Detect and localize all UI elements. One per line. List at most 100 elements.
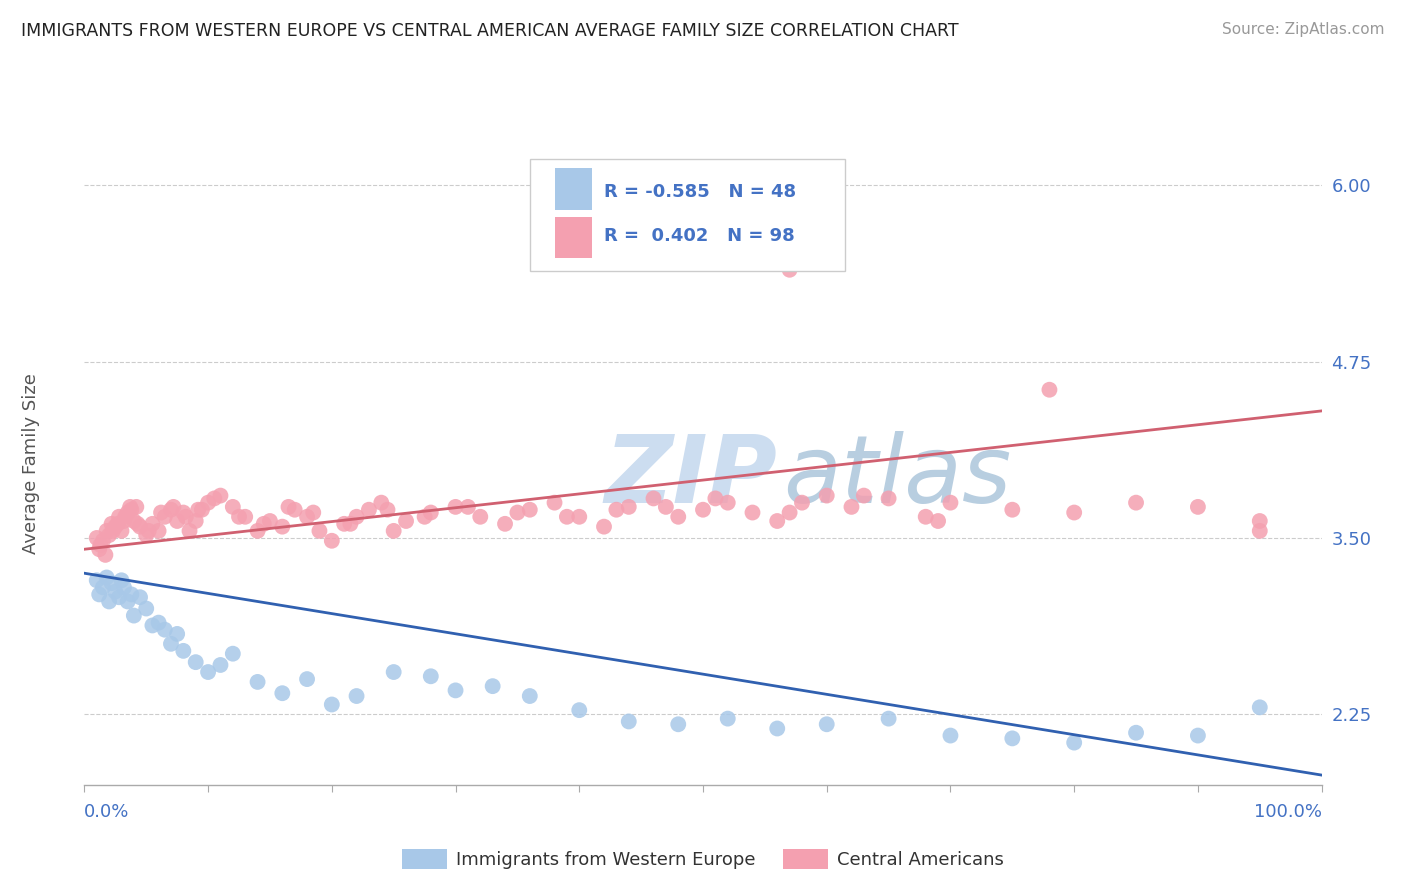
Point: [127, 516, 149, 531]
Point: [271, 686, 294, 700]
Point: [852, 489, 875, 503]
Point: [122, 514, 145, 528]
Point: [555, 509, 578, 524]
Point: [233, 509, 256, 524]
Point: [110, 524, 132, 538]
Point: [187, 502, 209, 516]
Point: [568, 509, 591, 524]
Point: [172, 506, 194, 520]
Point: [98, 594, 121, 608]
Point: [117, 594, 139, 608]
Point: [444, 683, 467, 698]
Point: [377, 502, 399, 516]
FancyBboxPatch shape: [554, 168, 592, 210]
Text: 100.0%: 100.0%: [1254, 803, 1322, 821]
Point: [939, 729, 962, 743]
Point: [1187, 729, 1209, 743]
Point: [209, 657, 232, 672]
Point: [815, 489, 838, 503]
Point: [114, 509, 136, 524]
Point: [419, 506, 441, 520]
Point: [91, 533, 114, 548]
Point: [346, 689, 368, 703]
Point: [419, 669, 441, 683]
Point: [153, 623, 176, 637]
Point: [129, 591, 152, 605]
Point: [112, 514, 135, 528]
Point: [174, 509, 197, 524]
Point: [104, 584, 127, 599]
Point: [370, 496, 392, 510]
Point: [1187, 500, 1209, 514]
Point: [815, 717, 838, 731]
Point: [1249, 700, 1271, 714]
Point: [120, 502, 142, 516]
Point: [519, 689, 541, 703]
Point: [1038, 383, 1060, 397]
Point: [98, 528, 121, 542]
Point: [166, 627, 188, 641]
Point: [617, 500, 640, 514]
Point: [107, 516, 129, 531]
Point: [89, 542, 111, 557]
Point: [172, 644, 194, 658]
Point: [741, 506, 763, 520]
Point: [841, 500, 863, 514]
Point: [89, 587, 111, 601]
Point: [877, 491, 900, 506]
Point: [122, 608, 145, 623]
Point: [302, 506, 325, 520]
Point: [197, 665, 219, 679]
Point: [666, 509, 689, 524]
Point: [96, 570, 118, 584]
Point: [939, 496, 962, 510]
Text: atlas: atlas: [783, 431, 1012, 522]
Point: [222, 500, 245, 514]
Point: [166, 514, 188, 528]
Point: [1063, 506, 1085, 520]
Legend: Immigrants from Western Europe, Central Americans: Immigrants from Western Europe, Central …: [395, 842, 1011, 877]
Point: [1001, 731, 1024, 746]
Point: [141, 516, 163, 531]
Point: [271, 519, 294, 533]
Point: [444, 500, 467, 514]
Text: IMMIGRANTS FROM WESTERN EUROPE VS CENTRAL AMERICAN AVERAGE FAMILY SIZE CORRELATI: IMMIGRANTS FROM WESTERN EUROPE VS CENTRA…: [21, 22, 959, 40]
Point: [1125, 496, 1147, 510]
Point: [138, 524, 160, 538]
Point: [779, 506, 801, 520]
Point: [321, 533, 343, 548]
Point: [333, 516, 356, 531]
Point: [246, 524, 269, 538]
Point: [94, 548, 117, 562]
Point: [593, 519, 616, 533]
Point: [108, 509, 131, 524]
Point: [209, 489, 232, 503]
Point: [125, 500, 148, 514]
Point: [117, 506, 139, 520]
Point: [927, 514, 949, 528]
Point: [153, 509, 176, 524]
Point: [395, 514, 418, 528]
Point: [120, 587, 142, 601]
Point: [160, 502, 183, 516]
Point: [666, 717, 689, 731]
Point: [506, 506, 529, 520]
Text: Average Family Size: Average Family Size: [22, 374, 39, 554]
Point: [717, 496, 740, 510]
Point: [568, 703, 591, 717]
Point: [112, 580, 135, 594]
Point: [246, 674, 269, 689]
Point: [766, 514, 789, 528]
Point: [1125, 725, 1147, 739]
Point: [259, 514, 281, 528]
Point: [91, 580, 114, 594]
Point: [162, 500, 184, 514]
Point: [295, 509, 318, 524]
FancyBboxPatch shape: [554, 217, 592, 259]
Point: [104, 519, 127, 533]
Point: [382, 665, 405, 679]
Point: [1249, 524, 1271, 538]
Point: [96, 524, 118, 538]
Point: [86, 531, 108, 545]
Point: [120, 500, 142, 514]
